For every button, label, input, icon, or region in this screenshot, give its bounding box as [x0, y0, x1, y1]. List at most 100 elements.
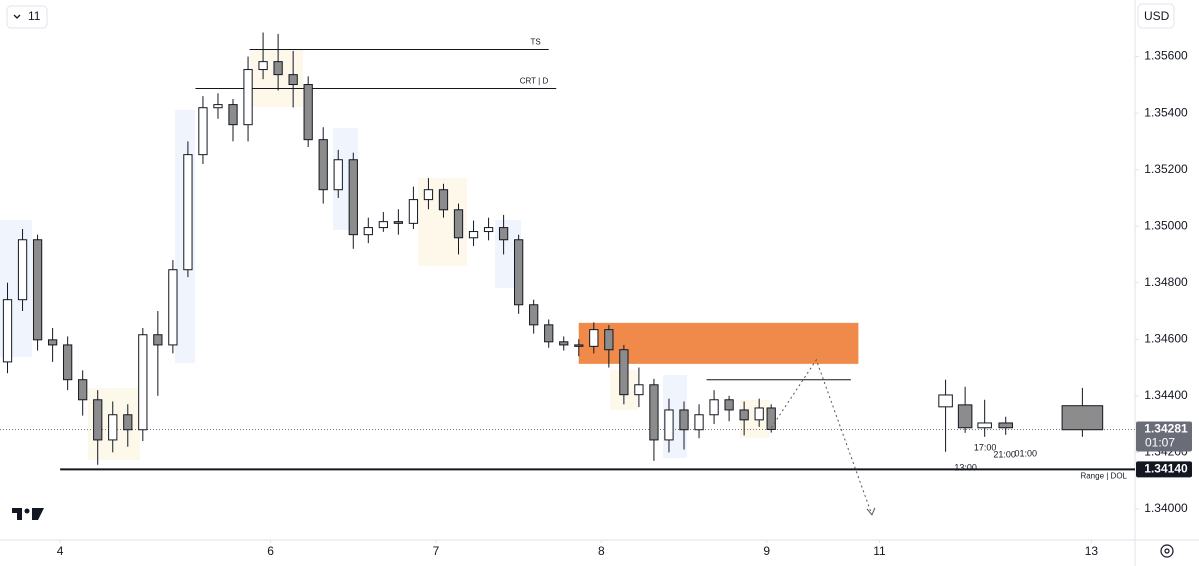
candle-body [483, 227, 494, 233]
candle-body [78, 379, 88, 401]
candle-body [574, 344, 584, 347]
candle-body [529, 304, 539, 326]
candle-body [649, 384, 659, 441]
candle-body [514, 239, 524, 306]
candle-body [957, 404, 973, 429]
y-tick-label: 1.34600 [1144, 331, 1188, 345]
candle-body [378, 221, 388, 229]
candle-body [333, 159, 343, 191]
candle-body [108, 414, 118, 441]
interval-label[interactable]: 11 [28, 9, 41, 23]
candle-body [664, 409, 674, 441]
interval-button[interactable]: 11 [6, 5, 48, 29]
level-label: CRT | D [520, 77, 549, 86]
candle-body [288, 74, 298, 86]
candle-body [423, 189, 434, 201]
candle-body [694, 414, 704, 431]
candle-body [589, 329, 599, 347]
currency-button[interactable]: USD [1137, 3, 1175, 29]
candle-body [438, 189, 449, 211]
candle-body [348, 159, 358, 236]
x-tick-label: 9 [763, 544, 770, 558]
arrow-head [866, 507, 876, 516]
level-label: Range | DOL [1080, 471, 1127, 480]
level-label: TS [530, 38, 540, 47]
tradingview-logo [12, 508, 44, 520]
candle-body [754, 407, 764, 421]
gear-icon[interactable] [1160, 544, 1174, 558]
candle-body [363, 227, 373, 236]
projection-time-label: 21:00 [993, 449, 1016, 459]
candle-body [498, 227, 509, 241]
candle-body [408, 199, 419, 224]
button-frame[interactable] [6, 5, 48, 29]
last-price-label: 1.34281 [1144, 422, 1188, 436]
y-tick-label: 1.34000 [1144, 501, 1188, 515]
candle-body [303, 84, 313, 141]
gear-hub [1164, 548, 1170, 554]
candle-body [739, 409, 749, 421]
candle-body [468, 231, 479, 239]
candle-body [453, 209, 464, 239]
candle-body [258, 61, 268, 71]
candle-body [273, 61, 283, 76]
y-tick-label: 1.35200 [1144, 162, 1188, 176]
candle-body [32, 239, 43, 341]
button-frame[interactable] [1137, 3, 1175, 29]
candle-body [198, 107, 208, 156]
projection-time-label: 13:00 [954, 462, 977, 472]
chevron-icon [13, 14, 21, 19]
candle-body [559, 341, 569, 346]
candle-body [977, 422, 992, 429]
candle-body [1061, 405, 1104, 431]
candle-body [604, 329, 614, 351]
currency-label[interactable]: USD [1144, 9, 1170, 23]
candle-body [47, 339, 58, 346]
y-tick-label: 1.34400 [1144, 388, 1188, 402]
candle-body [168, 269, 178, 346]
x-tick-label: 7 [433, 544, 440, 558]
x-tick-label: 4 [57, 544, 64, 558]
level-price-box [1136, 461, 1192, 478]
projected-path [770, 358, 873, 516]
candle-body [17, 239, 28, 301]
candle-body [393, 221, 404, 224]
countdown-label: 01:07 [1145, 436, 1175, 450]
candle-body [709, 399, 719, 416]
candle-body [318, 139, 328, 191]
candle-body [544, 324, 554, 343]
candle-body [183, 154, 193, 271]
candle-body [938, 394, 953, 408]
logo-part [12, 508, 22, 520]
projection-time-label: 01:00 [1014, 448, 1037, 458]
logo-part [24, 508, 30, 514]
x-tick-label: 13 [1085, 544, 1099, 558]
projection-time-label: 17:00 [974, 442, 997, 452]
logo-part [32, 508, 44, 520]
candle-body [724, 399, 734, 411]
candle-body [998, 422, 1013, 429]
y-tick-label: 1.35000 [1144, 218, 1188, 232]
candle-body [228, 104, 238, 126]
candle-body [243, 69, 253, 126]
x-tick-label: 8 [598, 544, 605, 558]
candle-body [138, 334, 148, 431]
candle-body [213, 104, 223, 109]
y-tick-label: 1.35400 [1144, 105, 1188, 119]
settings-button[interactable] [1160, 544, 1174, 558]
candle-body [766, 407, 776, 430]
candle-body [153, 334, 163, 346]
x-tick-label: 11 [873, 544, 886, 558]
candle-body [123, 414, 133, 431]
y-tick-label: 1.35600 [1144, 49, 1188, 63]
last-price-box [1136, 421, 1192, 452]
candle-body [634, 384, 644, 396]
candle-body [2, 299, 13, 363]
candle-body [63, 344, 73, 381]
candle-body [93, 399, 103, 441]
x-tick-label: 6 [267, 544, 274, 558]
level-price-label: 1.34140 [1144, 461, 1188, 475]
candle-body [619, 349, 629, 396]
candle-body [679, 409, 689, 431]
